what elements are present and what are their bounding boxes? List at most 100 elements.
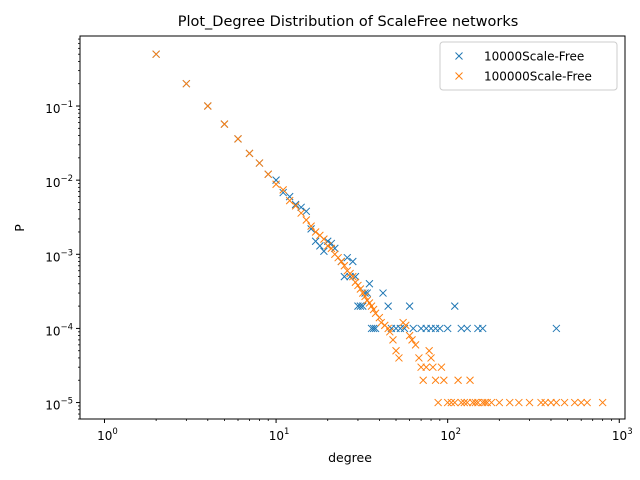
data-point: [460, 398, 469, 407]
y-tick-label: 10−3: [45, 248, 73, 264]
legend: 10000Scale-Free 100000Scale-Free: [439, 41, 618, 91]
data-point: [245, 149, 254, 158]
data-point: [307, 222, 315, 230]
data-point: [411, 341, 420, 349]
data-point: [152, 50, 160, 59]
data-point: [379, 289, 387, 297]
data-point: [320, 247, 328, 256]
data-point: [264, 170, 273, 179]
data-point: [320, 235, 328, 244]
y-tick-label: 10−1: [45, 100, 73, 116]
data-point: [389, 336, 397, 344]
data-point: [302, 216, 311, 224]
data-point: [348, 257, 357, 266]
x-tick-label: 100: [97, 427, 118, 443]
data-point: [495, 398, 504, 407]
data-point: [419, 376, 428, 385]
data-point: [384, 302, 393, 310]
data-point: [525, 398, 534, 407]
data-point: [279, 185, 288, 194]
data-point: [552, 324, 561, 333]
data-point: [291, 200, 300, 209]
data-point: [182, 79, 191, 88]
data-point: [340, 261, 349, 270]
data-point: [367, 302, 376, 310]
data-point: [425, 346, 434, 355]
data-point: [478, 324, 487, 333]
data-point: [220, 120, 229, 128]
data-point: [311, 228, 320, 236]
data-point: [415, 354, 423, 362]
data-point: [255, 159, 264, 167]
data-point: [429, 363, 437, 372]
legend-box: [439, 41, 618, 91]
data-point: [471, 398, 480, 407]
x-tick-label: 103: [612, 427, 633, 443]
data-point: [408, 336, 416, 344]
data-point: [598, 398, 607, 407]
data-point: [285, 192, 294, 201]
data-point: [369, 324, 378, 333]
plot-markers: [152, 50, 607, 407]
data-point: [348, 272, 357, 281]
y-axis-ticks: 10−5 10−4 10−3 10−2 10−1: [45, 38, 80, 420]
data-point: [552, 398, 561, 407]
x-tick-label: 102: [440, 427, 461, 443]
data-point: [337, 257, 346, 266]
y-tick-label: 10−2: [45, 174, 73, 190]
data-point: [405, 331, 414, 340]
data-point: [358, 302, 367, 310]
data-point: [577, 398, 586, 407]
data-point: [454, 376, 462, 385]
x-axis-ticks: 100 101 102 103: [97, 419, 633, 443]
data-point: [323, 241, 332, 250]
data-point: [365, 279, 374, 288]
data-point: [450, 398, 459, 407]
data-point: [297, 209, 306, 217]
data-point: [358, 289, 367, 297]
data-point: [450, 302, 459, 310]
legend-marker: [455, 52, 463, 60]
data-point: [547, 398, 555, 407]
x-tick-label: 101: [269, 427, 290, 443]
data-point: [392, 346, 400, 355]
data-point: [443, 324, 452, 333]
data-point: [409, 324, 418, 333]
data-point: [356, 285, 365, 293]
data-point: [369, 305, 378, 314]
data-point: [330, 244, 339, 253]
data-point: [405, 302, 414, 310]
data-point: [435, 324, 444, 333]
data-point: [431, 376, 440, 385]
data-point: [463, 324, 472, 333]
series-1-markers: [152, 50, 561, 333]
data-point: [327, 244, 336, 253]
y-tick-label: 10−4: [45, 322, 73, 338]
data-point: [279, 188, 288, 197]
data-point: [457, 398, 466, 407]
data-point: [457, 324, 466, 333]
data-point: [302, 207, 311, 216]
data-point: [354, 281, 362, 290]
data-point: [487, 398, 496, 407]
data-point: [466, 376, 474, 385]
data-point: [570, 398, 579, 407]
data-point: [443, 398, 452, 407]
legend-label: 100000Scale-Free: [484, 70, 592, 84]
data-point: [481, 398, 489, 407]
data-point: [375, 313, 384, 322]
legend-marker: [455, 72, 463, 80]
data-point: [316, 241, 324, 250]
data-point: [560, 398, 569, 407]
data-point: [351, 272, 360, 281]
data-point: [272, 176, 280, 185]
data-point: [515, 398, 523, 407]
data-point: [583, 398, 592, 407]
data-point: [537, 398, 545, 407]
data-point: [439, 376, 448, 385]
data-point: [422, 363, 431, 372]
data-point: [427, 354, 435, 362]
legend-label: 10000Scale-Free: [484, 50, 584, 64]
y-axis-label: P: [12, 224, 27, 232]
